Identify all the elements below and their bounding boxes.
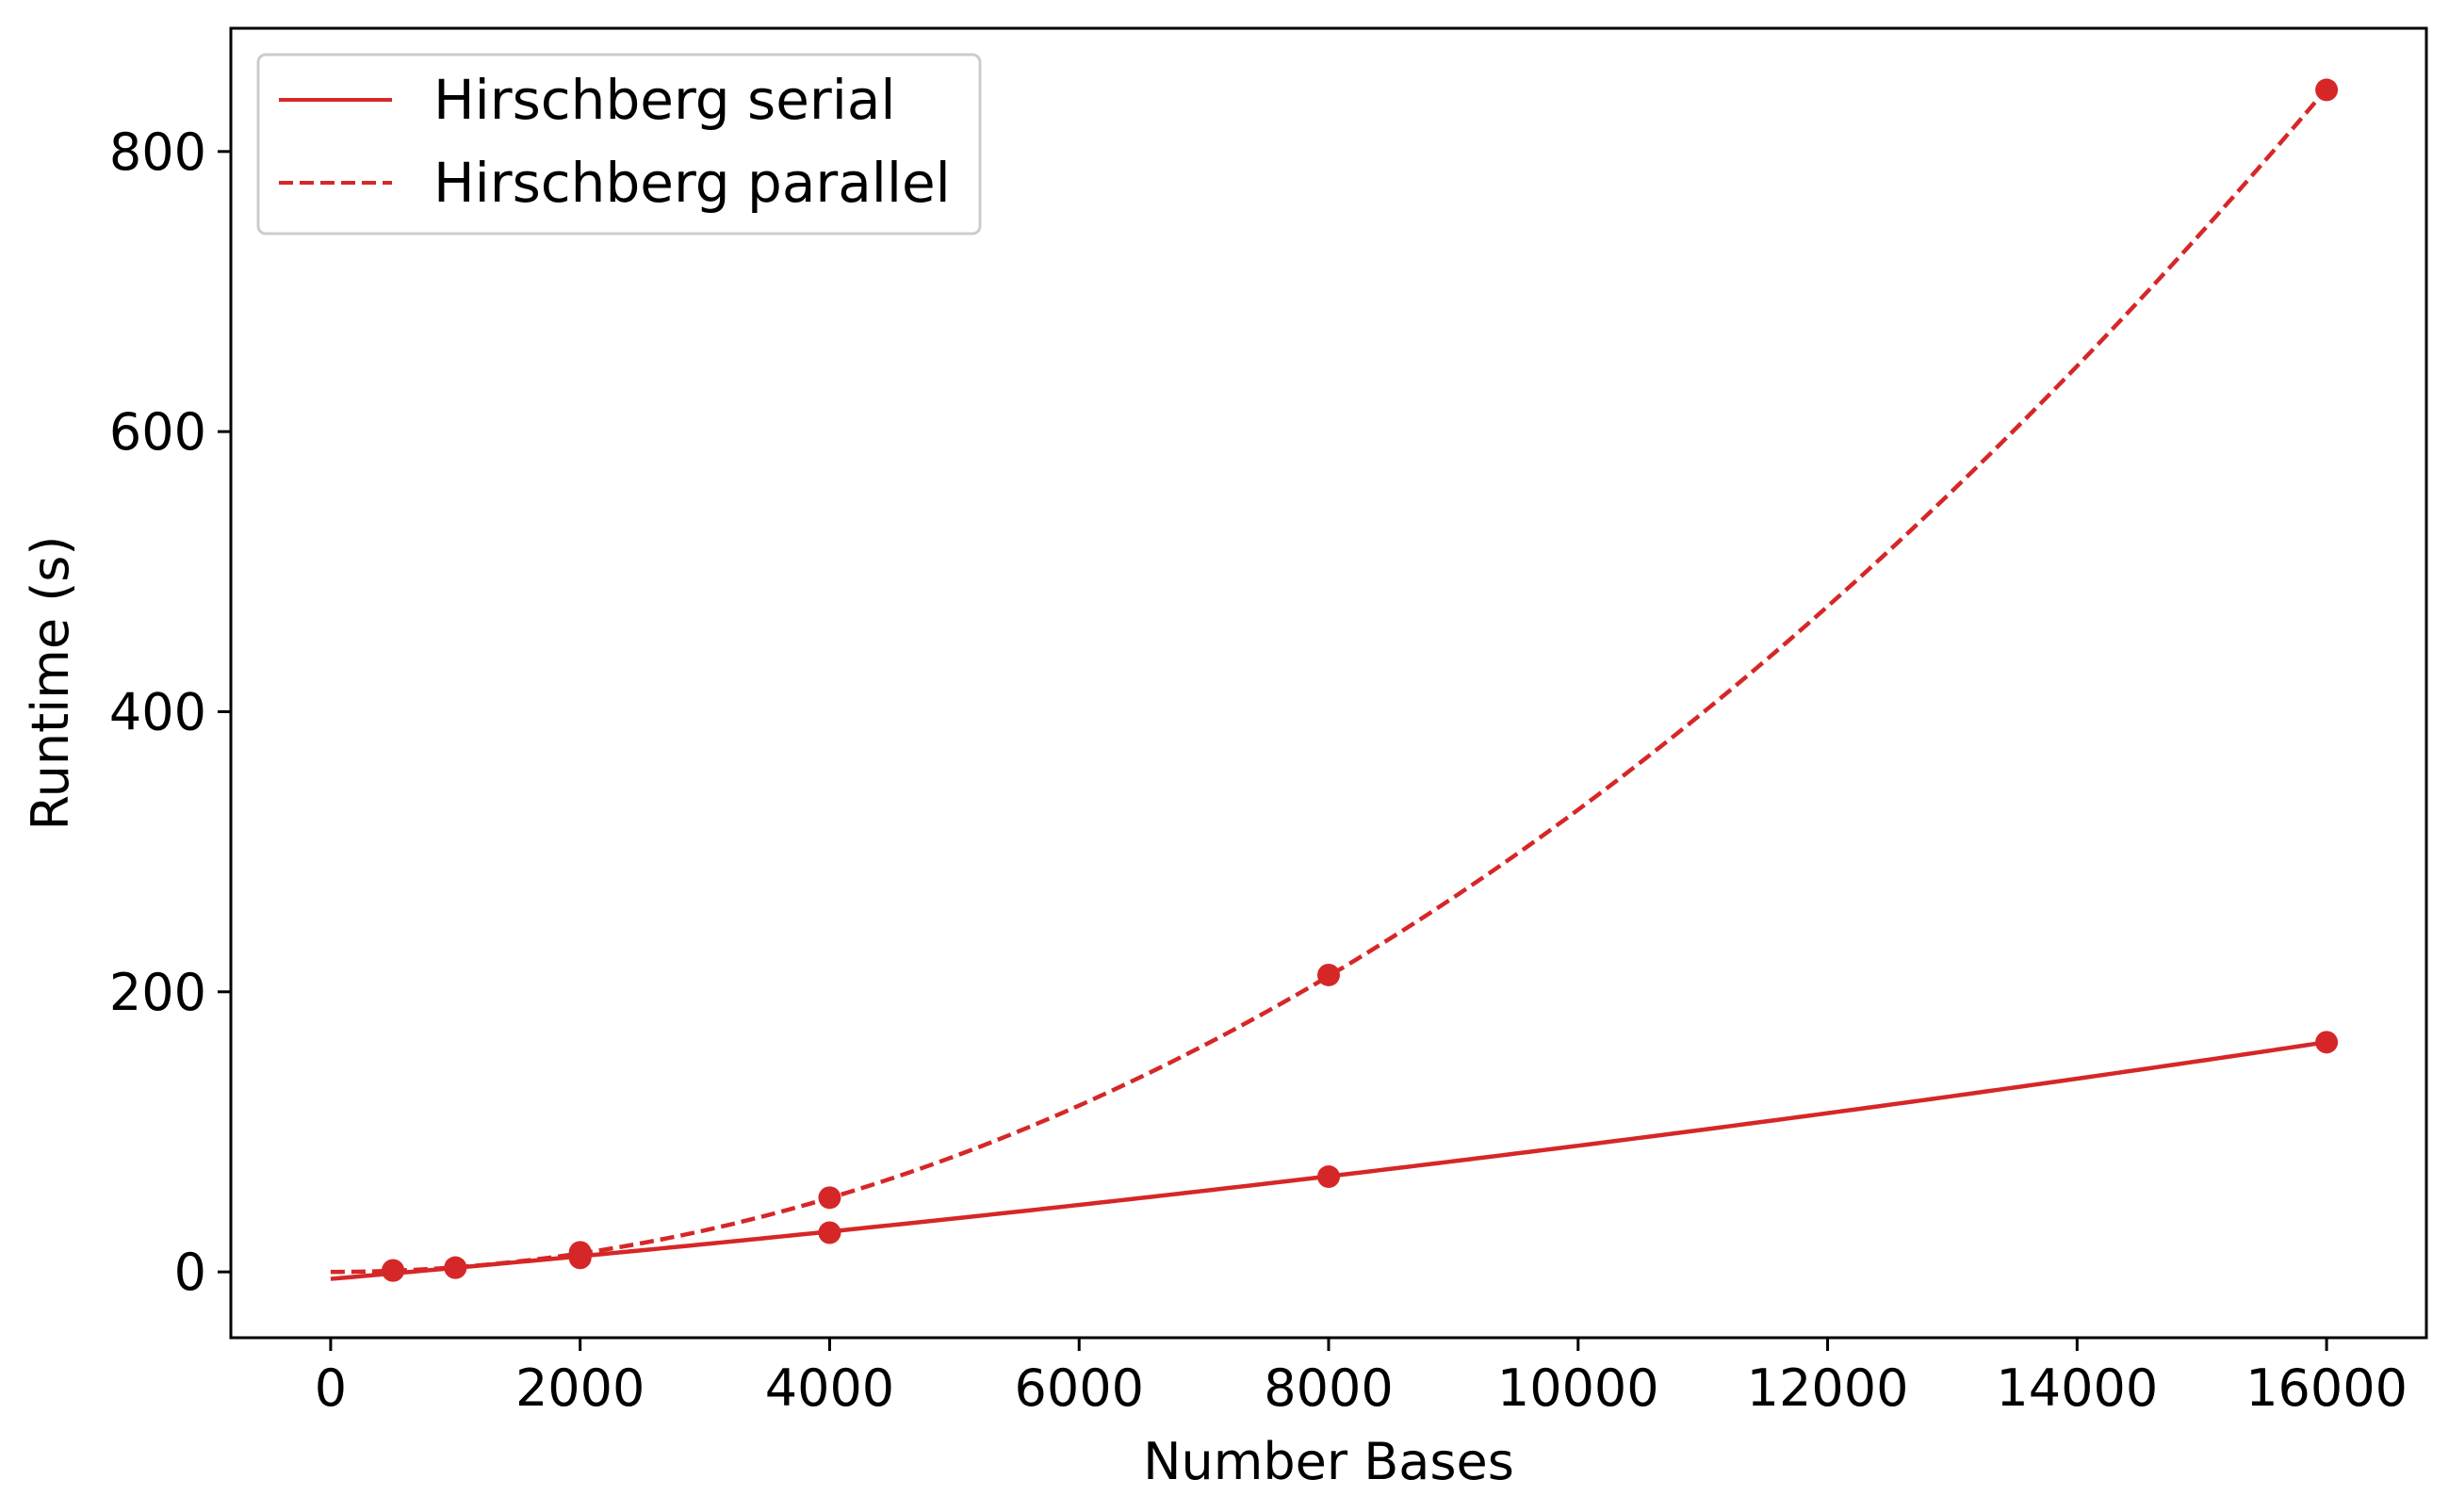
data-point-serial: [1317, 1165, 1340, 1189]
legend-box: [256, 53, 982, 236]
data-point-parallel: [568, 1241, 592, 1264]
legend-label-parallel: Hirschberg parallel: [433, 151, 951, 215]
legend: Hirschberg serial Hirschberg parallel: [256, 53, 982, 236]
y-axis-label: Runtime (s): [21, 536, 80, 831]
y-tick-label: 600: [109, 402, 206, 462]
data-point-parallel: [382, 1259, 405, 1282]
marker-layer: [382, 78, 2339, 1282]
data-point-parallel: [1317, 963, 1340, 986]
y-tick-label: 800: [109, 122, 206, 182]
legend-label-serial: Hirschberg serial: [433, 68, 896, 132]
series-layer: [330, 87, 2328, 1281]
x-tick-label: 16000: [2245, 1358, 2408, 1418]
x-tick-label: 6000: [1015, 1358, 1144, 1418]
y-tick-label: 0: [174, 1243, 206, 1302]
data-point-serial: [818, 1221, 841, 1244]
x-tick-label: 14000: [1996, 1358, 2158, 1418]
y-tick-label: 200: [109, 963, 206, 1022]
x-tick-label: 4000: [765, 1358, 894, 1418]
x-tick-label: 8000: [1264, 1358, 1393, 1418]
x-tick-label: 2000: [515, 1358, 645, 1418]
y-tick-label: 400: [109, 682, 206, 741]
y-axis-ticks: 0 200 400 600 800: [109, 122, 231, 1302]
series-line-parallel: [330, 87, 2328, 1275]
data-point-serial: [2315, 1031, 2339, 1054]
x-tick-label: 0: [315, 1358, 347, 1418]
x-tick-label: 10000: [1497, 1358, 1659, 1418]
x-axis-label: Number Bases: [1143, 1432, 1514, 1491]
data-point-parallel: [818, 1186, 841, 1210]
x-tick-label: 12000: [1747, 1358, 1909, 1418]
data-point-parallel: [2315, 78, 2339, 102]
x-axis-ticks: 0 2000 4000 6000 8000 10000 12000 14000 16000: [315, 1338, 2408, 1418]
data-point-parallel: [444, 1256, 467, 1279]
